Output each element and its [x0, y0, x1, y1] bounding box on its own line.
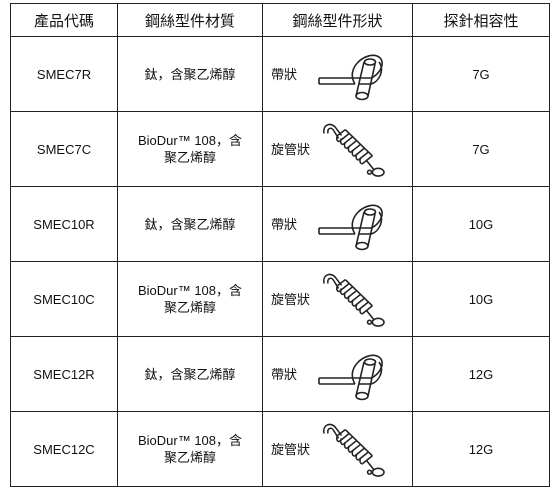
header-cell: 探針相容性	[412, 3, 550, 37]
table-cell: SMEC10C	[10, 261, 118, 337]
table-cell: SMEC10R	[10, 186, 118, 262]
table-cell: 旋管狀	[262, 411, 413, 487]
spec-table: 產品代碼 鋼絲型件材質 鋼絲型件形狀 探針相容性 SMEC7R 鈦，含聚乙烯醇 帶狀…	[10, 3, 550, 487]
table-cell: BioDur™ 108，含聚乙烯醇	[117, 411, 263, 487]
table-cell: 12G	[412, 336, 550, 412]
table-cell: SMEC12C	[10, 411, 118, 487]
table-row: SMEC7C BioDur™ 108，含聚乙烯醇 旋管狀 7G	[10, 111, 550, 187]
shape-label: 帶狀	[271, 216, 298, 232]
shape-label: 帶狀	[271, 66, 298, 82]
table-cell: 7G	[412, 36, 550, 112]
table-row: SMEC12C BioDur™ 108，含聚乙烯醇 旋管狀 12G	[10, 411, 550, 487]
shape-icon	[318, 354, 384, 401]
table-cell: 帶狀	[262, 336, 413, 412]
table-cell: 帶狀	[262, 186, 413, 262]
table-cell: 鈦，含聚乙烯醇	[117, 36, 263, 112]
header-row: 產品代碼 鋼絲型件材質 鋼絲型件形狀 探針相容性	[10, 3, 550, 37]
shape-label: 帶狀	[271, 366, 298, 382]
shape-icon	[323, 273, 385, 327]
table-row: SMEC10R 鈦，含聚乙烯醇 帶狀 10G	[10, 186, 550, 262]
header-cell: 鋼絲型件形狀	[262, 3, 413, 37]
table-cell: 鈦，含聚乙烯醇	[117, 336, 263, 412]
shape-icon	[323, 123, 385, 177]
table-row: SMEC7R 鈦，含聚乙烯醇 帶狀 7G	[10, 36, 550, 112]
table-cell: 旋管狀	[262, 261, 413, 337]
shape-icon	[318, 204, 384, 251]
header-cell: 鋼絲型件材質	[117, 3, 263, 37]
table-cell: 7G	[412, 111, 550, 187]
table-row: SMEC10C BioDur™ 108，含聚乙烯醇 旋管狀 10G	[10, 261, 550, 337]
table-cell: 10G	[412, 261, 550, 337]
table-cell: 鈦，含聚乙烯醇	[117, 186, 263, 262]
shape-label: 旋管狀	[271, 441, 311, 457]
table-cell: SMEC12R	[10, 336, 118, 412]
table-cell: 12G	[412, 411, 550, 487]
shape-label: 旋管狀	[271, 291, 311, 307]
table-cell: BioDur™ 108，含聚乙烯醇	[117, 111, 263, 187]
table-cell: 旋管狀	[262, 111, 413, 187]
table-cell: 10G	[412, 186, 550, 262]
header-cell: 產品代碼	[10, 3, 118, 37]
shape-label: 旋管狀	[271, 141, 311, 157]
table-cell: SMEC7C	[10, 111, 118, 187]
shape-icon	[318, 54, 384, 101]
table-row: SMEC12R 鈦，含聚乙烯醇 帶狀 12G	[10, 336, 550, 412]
table-cell: 帶狀	[262, 36, 413, 112]
shape-icon	[323, 423, 385, 477]
table-cell: SMEC7R	[10, 36, 118, 112]
table-cell: BioDur™ 108，含聚乙烯醇	[117, 261, 263, 337]
